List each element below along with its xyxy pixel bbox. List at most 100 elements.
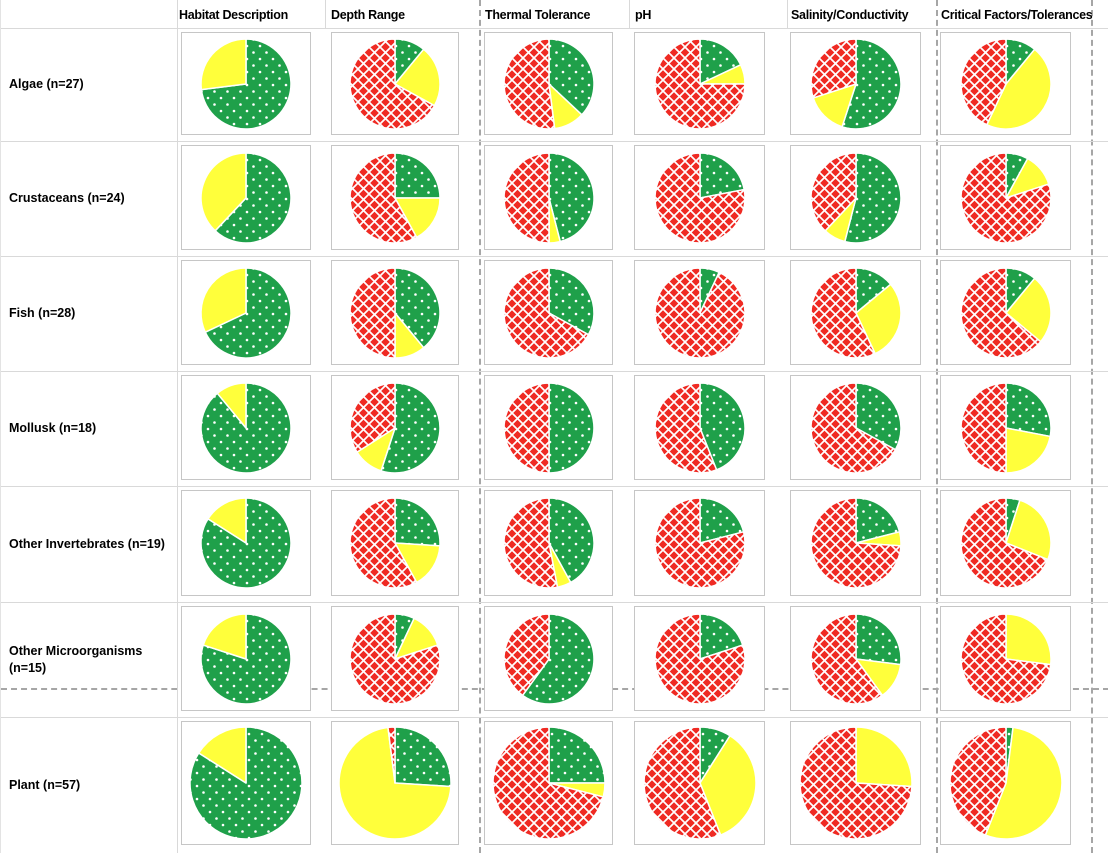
chart-frame-crustaceans-n-24-habitat-description[interactable] — [181, 145, 311, 250]
pie-other-invertebrates-n-19-salinity-conductivity — [809, 497, 902, 589]
chart-frame-crustaceans-n-24-salinity-conductivity[interactable] — [790, 145, 921, 250]
pie-algae-n-27-critical-factors-tolerances-slice-yellow — [985, 48, 1052, 130]
pie-mollusk-n-18-thermal-tolerance — [502, 381, 595, 474]
pie-mollusk-n-18-depth-range-slice-green — [380, 381, 441, 474]
pie-other-invertebrates-n-19-critical-factors-tolerances — [959, 497, 1052, 589]
pie-algae-n-27-salinity-conductivity-slice-red — [809, 37, 857, 99]
chart-frame-mollusk-n-18-ph[interactable] — [634, 375, 765, 480]
row-gridline — [1, 28, 1108, 29]
pie-fish-n-28-habitat-description — [200, 266, 292, 359]
chart-frame-fish-n-28-ph[interactable] — [634, 260, 765, 365]
chart-frame-fish-n-28-salinity-conductivity[interactable] — [790, 260, 921, 365]
pie-other-invertebrates-n-19-ph-slice-red — [653, 497, 746, 589]
pie-crustaceans-n-24-salinity-conductivity-slice-red — [809, 151, 857, 232]
pie-crustaceans-n-24-habitat-description — [200, 151, 292, 244]
row-label-mollusk-n-18: Mollusk (n=18) — [9, 421, 97, 436]
pie-algae-n-27-thermal-tolerance — [502, 37, 595, 130]
pie-plant-n-57-ph — [642, 726, 757, 840]
chart-frame-other-microorganisms-n-15-critical-factors-tolerances[interactable] — [940, 606, 1071, 711]
chart-frame-algae-n-27-habitat-description[interactable] — [181, 32, 311, 135]
chart-frame-fish-n-28-thermal-tolerance[interactable] — [484, 260, 613, 365]
chart-frame-other-microorganisms-n-15-ph[interactable] — [634, 606, 765, 711]
chart-frame-other-invertebrates-n-19-depth-range[interactable] — [331, 490, 459, 596]
pie-plant-n-57-salinity-conductivity-slice-red — [798, 726, 913, 840]
chart-frame-crustaceans-n-24-critical-factors-tolerances[interactable] — [940, 145, 1071, 250]
pie-algae-n-27-thermal-tolerance-slice-red — [502, 37, 555, 130]
chart-frame-other-microorganisms-n-15-depth-range[interactable] — [331, 606, 459, 711]
chart-frame-mollusk-n-18-critical-factors-tolerances[interactable] — [940, 375, 1071, 480]
chart-frame-other-microorganisms-n-15-thermal-tolerance[interactable] — [484, 606, 613, 711]
chart-frame-algae-n-27-depth-range[interactable] — [331, 32, 459, 135]
row-label-algae-n-27: Algae (n=27) — [9, 77, 84, 92]
chart-frame-algae-n-27-ph[interactable] — [634, 32, 765, 135]
chart-frame-other-invertebrates-n-19-ph[interactable] — [634, 490, 765, 596]
pie-other-microorganisms-n-15-thermal-tolerance — [502, 612, 595, 705]
pie-crustaceans-n-24-salinity-conductivity-slice-green — [843, 151, 902, 244]
chart-frame-plant-n-57-depth-range[interactable] — [331, 721, 459, 845]
pie-plant-n-57-depth-range-slice-green — [394, 726, 452, 788]
pie-plant-n-57-habitat-description-slice-yellow — [197, 726, 247, 784]
chart-frame-plant-n-57-habitat-description[interactable] — [181, 721, 311, 845]
chart-frame-crustaceans-n-24-depth-range[interactable] — [331, 145, 459, 250]
row-gridline — [1, 602, 1108, 603]
pie-crustaceans-n-24-depth-range-slice-yellow — [394, 196, 441, 238]
chart-frame-fish-n-28-critical-factors-tolerances[interactable] — [940, 260, 1071, 365]
pie-other-microorganisms-n-15-thermal-tolerance-slice-green — [521, 612, 595, 705]
pie-algae-n-27-depth-range — [349, 37, 441, 130]
chart-frame-mollusk-n-18-depth-range[interactable] — [331, 375, 459, 480]
pie-fish-n-28-critical-factors-tolerances-slice-red — [959, 266, 1041, 359]
pie-algae-n-27-critical-factors-tolerances-slice-red — [959, 37, 1007, 125]
pie-mollusk-n-18-ph — [653, 381, 746, 474]
chart-frame-fish-n-28-habitat-description[interactable] — [181, 260, 311, 365]
pie-fish-n-28-depth-range-slice-red — [349, 266, 396, 359]
chart-frame-other-invertebrates-n-19-habitat-description[interactable] — [181, 490, 311, 596]
chart-frame-other-microorganisms-n-15-habitat-description[interactable] — [181, 606, 311, 711]
pie-other-invertebrates-n-19-critical-factors-tolerances-slice-yellow — [1004, 499, 1052, 561]
chart-frame-crustaceans-n-24-thermal-tolerance[interactable] — [484, 145, 613, 250]
chart-frame-mollusk-n-18-salinity-conductivity[interactable] — [790, 375, 921, 480]
pie-other-microorganisms-n-15-thermal-tolerance-slice-red — [502, 612, 550, 696]
row-label-crustaceans-n-24: Crustaceans (n=24) — [9, 191, 125, 206]
column-header-ph: pH — [635, 8, 652, 22]
chart-frame-mollusk-n-18-habitat-description[interactable] — [181, 375, 311, 480]
pie-plant-n-57-critical-factors-tolerances-slice-red — [948, 726, 1007, 836]
chart-frame-algae-n-27-thermal-tolerance[interactable] — [484, 32, 613, 135]
pie-plant-n-57-habitat-description — [189, 726, 303, 840]
row-label-other-microorganisms-n-15: Other Microorganisms (n=15) — [9, 644, 143, 675]
column-header-depth-range: Depth Range — [331, 8, 405, 22]
chart-frame-other-invertebrates-n-19-thermal-tolerance[interactable] — [484, 490, 613, 596]
chart-frame-mollusk-n-18-thermal-tolerance[interactable] — [484, 375, 613, 480]
pie-crustaceans-n-24-thermal-tolerance-slice-green — [547, 151, 595, 242]
chart-frame-algae-n-27-critical-factors-tolerances[interactable] — [940, 32, 1071, 135]
chart-frame-other-invertebrates-n-19-salinity-conductivity[interactable] — [790, 490, 921, 596]
chart-frame-other-invertebrates-n-19-critical-factors-tolerances[interactable] — [940, 490, 1071, 596]
chart-frame-crustaceans-n-24-ph[interactable] — [634, 145, 765, 250]
pie-crustaceans-n-24-thermal-tolerance-slice-red — [502, 151, 550, 244]
pie-other-microorganisms-n-15-ph — [653, 612, 746, 705]
header-cell-border — [325, 0, 326, 28]
column-header-thermal-tolerance: Thermal Tolerance — [485, 8, 591, 22]
pie-algae-n-27-depth-range-slice-yellow — [394, 48, 441, 106]
chart-frame-plant-n-57-ph[interactable] — [634, 721, 765, 845]
chart-frame-fish-n-28-depth-range[interactable] — [331, 260, 459, 365]
row-gridline — [1, 141, 1108, 142]
pie-algae-n-27-depth-range-slice-red — [349, 37, 436, 130]
pie-other-invertebrates-n-19-critical-factors-tolerances-slice-red — [959, 497, 1049, 589]
header-cell-border — [629, 0, 630, 28]
pie-other-microorganisms-n-15-habitat-description — [200, 612, 292, 705]
chart-frame-other-microorganisms-n-15-salinity-conductivity[interactable] — [790, 606, 921, 711]
pie-mollusk-n-18-salinity-conductivity-slice-green — [854, 381, 902, 450]
pie-fish-n-28-thermal-tolerance — [502, 266, 595, 359]
pie-plant-n-57-ph-slice-yellow — [698, 734, 757, 836]
pie-mollusk-n-18-habitat-description-slice-yellow — [216, 381, 247, 429]
chart-frame-algae-n-27-salinity-conductivity[interactable] — [790, 32, 921, 135]
pie-plant-n-57-habitat-description-slice-green — [189, 726, 303, 840]
chart-frame-plant-n-57-thermal-tolerance[interactable] — [484, 721, 613, 845]
chart-frame-plant-n-57-salinity-conductivity[interactable] — [790, 721, 921, 845]
chart-frame-plant-n-57-critical-factors-tolerances[interactable] — [940, 721, 1071, 845]
pie-other-invertebrates-n-19-ph-slice-green — [698, 497, 744, 544]
pie-crustaceans-n-24-depth-range-slice-red — [349, 151, 418, 244]
pie-fish-n-28-critical-factors-tolerances-slice-yellow — [1004, 277, 1052, 342]
pie-plant-n-57-thermal-tolerance — [491, 726, 606, 840]
